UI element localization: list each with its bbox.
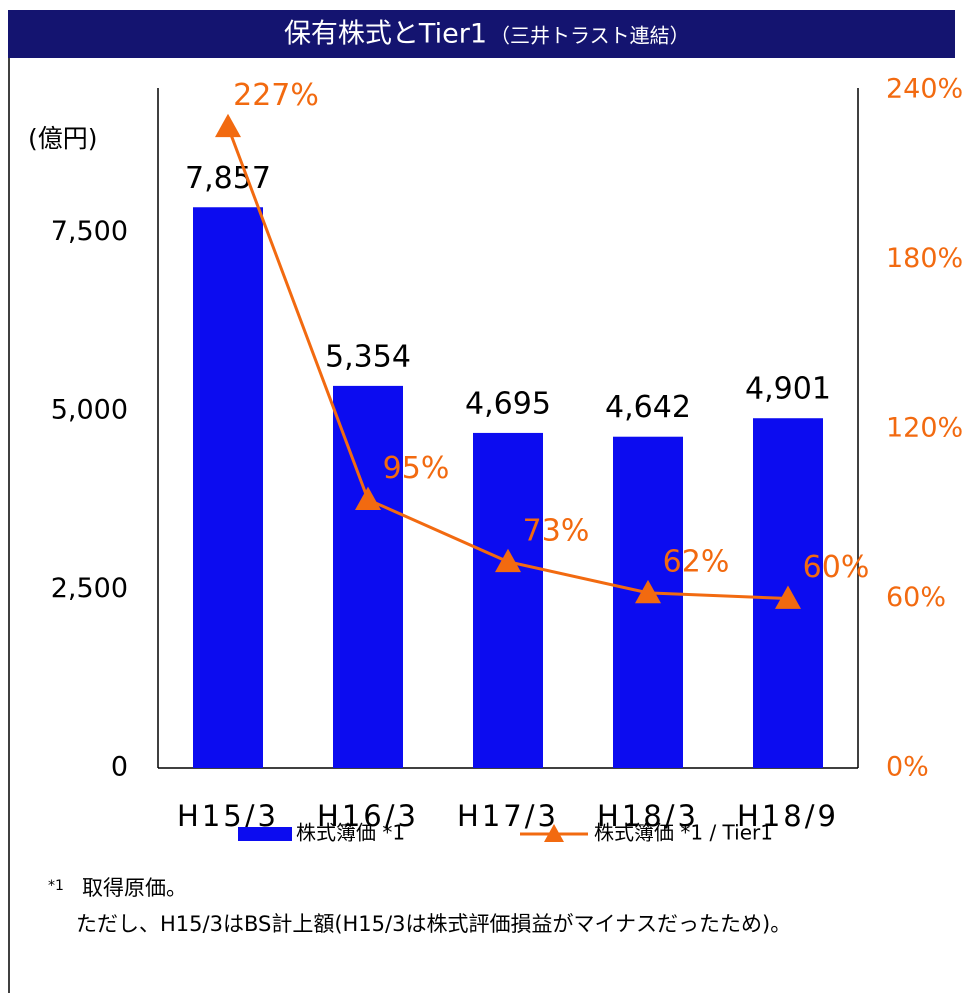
- legend-swatch: [238, 827, 292, 841]
- legend-marker: [544, 824, 564, 842]
- y2-tick-label: 180%: [886, 243, 963, 274]
- footnote: 取得原価。: [82, 876, 187, 900]
- footnote-marker: *1: [48, 878, 64, 894]
- x-tick-label: H16/3: [317, 799, 419, 833]
- line-marker: [215, 113, 241, 138]
- title-bar: [8, 10, 955, 58]
- y-tick-label: 7,500: [51, 216, 128, 247]
- x-tick-label: H18/3: [597, 799, 699, 833]
- line-value-label: 95%: [383, 451, 450, 486]
- x-tick-label: H17/3: [457, 799, 559, 833]
- line-marker: [635, 579, 661, 604]
- line-marker: [355, 486, 381, 511]
- bar: [473, 432, 543, 768]
- bar-value-label: 4,642: [605, 390, 691, 425]
- x-tick-label: H18/9: [737, 799, 839, 833]
- chart-subtitle: （三井トラスト連結）: [490, 24, 690, 48]
- y-tick-label: 5,000: [51, 395, 128, 426]
- line-value-label: 60%: [803, 550, 870, 585]
- bar-value-label: 7,857: [185, 161, 271, 196]
- bar-value-label: 4,901: [745, 372, 831, 407]
- y2-tick-label: 240%: [886, 74, 963, 105]
- bar-value-label: 4,695: [465, 386, 551, 421]
- line-marker: [775, 585, 801, 609]
- line-marker: [495, 548, 521, 573]
- line-value-label: 227%: [233, 78, 319, 113]
- bar: [193, 207, 263, 769]
- legend-label: 株式簿価 *1: [296, 821, 405, 845]
- bar-value-label: 5,354: [325, 339, 411, 374]
- y-tick-label: 2,500: [51, 573, 128, 604]
- bar: [333, 385, 403, 768]
- y-tick-label: 0: [111, 752, 128, 783]
- y2-tick-label: 120%: [886, 413, 963, 444]
- legend-label: 株式簿価 *1 / Tier1: [594, 821, 773, 845]
- y-axis-label: (億円): [28, 124, 98, 153]
- line-value-label: 73%: [523, 513, 590, 548]
- y2-tick-label: 60%: [886, 582, 946, 613]
- footnote: ただし、H15/3はBS計上額(H15/3は株式評価損益がマイナスだったため)。: [76, 912, 791, 936]
- y2-tick-label: 0%: [886, 752, 929, 783]
- line-value-label: 62%: [663, 544, 730, 579]
- chart-title: 保有株式とTier1: [284, 19, 487, 50]
